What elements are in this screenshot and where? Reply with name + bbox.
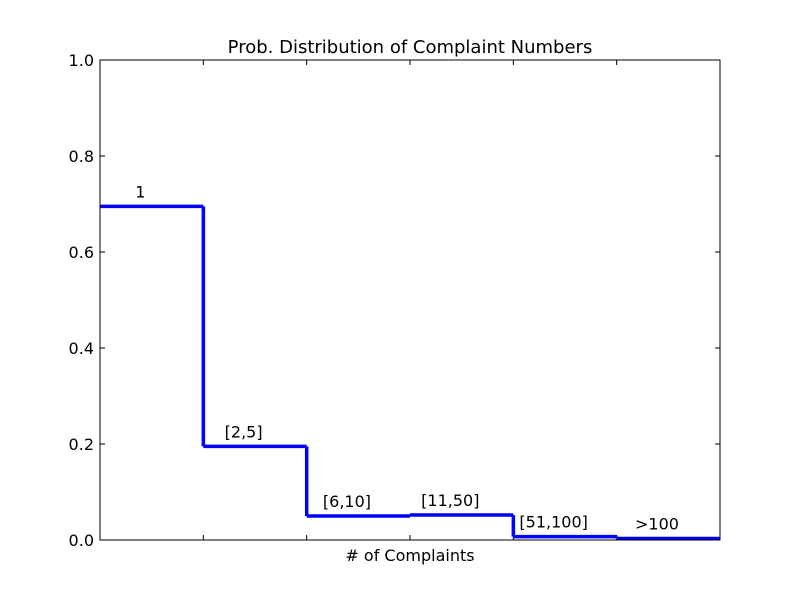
plot-area — [100, 60, 720, 540]
chart-title: Prob. Distribution of Complaint Numbers — [228, 37, 593, 58]
y-tick-label: 0.2 — [69, 435, 94, 454]
step-label: [6,10] — [323, 492, 371, 511]
step-label: [11,50] — [421, 491, 479, 510]
y-tick-label: 0.8 — [69, 147, 94, 166]
plot-frame — [99, 59, 721, 541]
labels-layer: 1 [2,5] [6,10] [11,50] [51,100] >100 — [135, 182, 679, 533]
y-tick-label: 0.6 — [69, 243, 94, 262]
ticks-layer: 0.0 0.2 0.4 0.6 0.8 1.0 — [69, 51, 720, 550]
step-label: [2,5] — [225, 422, 263, 441]
step-label: >100 — [635, 515, 679, 534]
series-layer — [100, 204, 720, 541]
x-axis-label: # of Complaints — [345, 546, 474, 565]
y-tick-label: 0.0 — [69, 531, 94, 550]
y-tick-label: 0.4 — [69, 339, 94, 358]
step-label: 1 — [135, 182, 145, 201]
y-tick-label: 1.0 — [69, 51, 94, 70]
step-label: [51,100] — [519, 513, 587, 532]
